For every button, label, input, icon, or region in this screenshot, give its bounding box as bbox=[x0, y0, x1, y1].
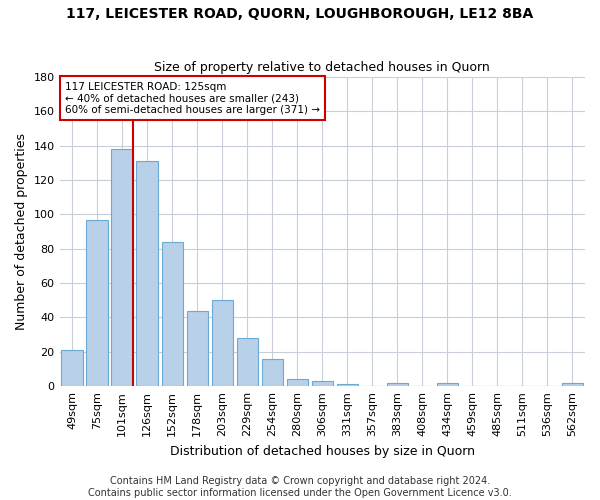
Bar bbox=[437, 382, 458, 386]
Bar bbox=[61, 350, 83, 386]
Bar bbox=[161, 242, 183, 386]
Bar bbox=[112, 149, 133, 386]
X-axis label: Distribution of detached houses by size in Quorn: Distribution of detached houses by size … bbox=[170, 444, 475, 458]
Bar bbox=[337, 384, 358, 386]
Bar bbox=[86, 220, 108, 386]
Bar bbox=[136, 161, 158, 386]
Title: Size of property relative to detached houses in Quorn: Size of property relative to detached ho… bbox=[154, 62, 490, 74]
Text: Contains HM Land Registry data © Crown copyright and database right 2024.
Contai: Contains HM Land Registry data © Crown c… bbox=[88, 476, 512, 498]
Bar bbox=[287, 380, 308, 386]
Y-axis label: Number of detached properties: Number of detached properties bbox=[15, 133, 28, 330]
Bar bbox=[562, 382, 583, 386]
Bar bbox=[311, 381, 333, 386]
Bar bbox=[387, 382, 408, 386]
Bar bbox=[187, 310, 208, 386]
Bar bbox=[262, 358, 283, 386]
Bar bbox=[212, 300, 233, 386]
Text: 117 LEICESTER ROAD: 125sqm
← 40% of detached houses are smaller (243)
60% of sem: 117 LEICESTER ROAD: 125sqm ← 40% of deta… bbox=[65, 82, 320, 115]
Bar bbox=[236, 338, 258, 386]
Text: 117, LEICESTER ROAD, QUORN, LOUGHBOROUGH, LE12 8BA: 117, LEICESTER ROAD, QUORN, LOUGHBOROUGH… bbox=[67, 8, 533, 22]
